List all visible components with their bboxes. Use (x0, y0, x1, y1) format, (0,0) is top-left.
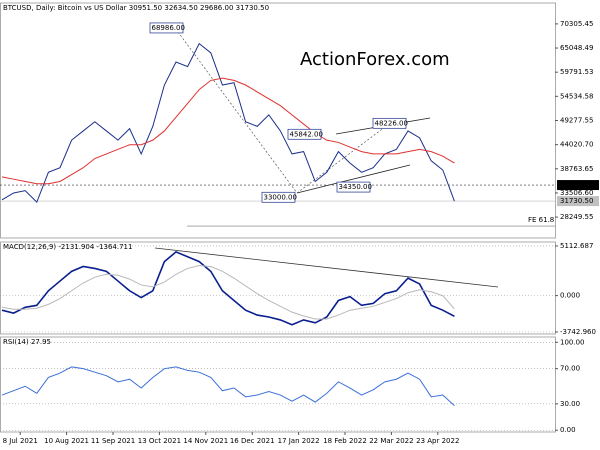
annotation-box (261, 191, 296, 203)
annotation-box (287, 128, 322, 140)
y-tick-label: 59791.53 (560, 68, 593, 76)
y-tick-label: 70.00 (560, 365, 580, 373)
panel-border (0, 336, 556, 433)
y-tick-label: 30.00 (560, 400, 580, 408)
x-tick-label: 13 Oct 2021 (138, 437, 181, 445)
annotation-label: 34350.00 (339, 183, 372, 191)
fib-line (177, 31, 298, 194)
fib-line (296, 123, 390, 194)
last-price-box (557, 196, 599, 207)
fe-label: FE 61.8 (528, 216, 554, 224)
x-tick-label: 18 Feb 2022 (323, 437, 367, 445)
y-tick-label: 100.00 (560, 338, 585, 346)
annotation-box (372, 117, 407, 129)
y-tick-label: 44020.70 (560, 141, 593, 149)
panel-title: RSI(14) 27.95 (3, 338, 51, 346)
level-box (557, 180, 599, 191)
y-tick-label: 54534.58 (560, 92, 593, 100)
y-tick-label: 28249.55 (560, 213, 593, 221)
x-tick-label: 10 Aug 2021 (44, 437, 89, 445)
channel-line (296, 164, 411, 194)
x-tick-label: 22 Mar 2022 (369, 437, 413, 445)
y-tick-label: 70305.45 (560, 20, 593, 28)
macd-trend-line (154, 247, 499, 288)
x-tick-label: 17 Jan 2022 (278, 437, 320, 445)
panel-title: MACD(12,26,9) -2131.904 -1364.711 (3, 243, 132, 251)
level-label: 35224.00 (560, 181, 593, 189)
y-tick-label: 33506.60 (560, 189, 593, 197)
series-line (1, 77, 455, 185)
annotation-label: 48226.00 (375, 119, 408, 127)
y-tick-label: 49277.55 (560, 116, 593, 124)
annotation-label: 68986.00 (152, 24, 185, 32)
y-tick-label: 38763.65 (560, 165, 593, 173)
series-line (1, 366, 455, 407)
panel-border (0, 241, 556, 335)
y-tick-label: 65048.49 (560, 44, 593, 52)
y-tick-label: 0.000 (560, 292, 580, 300)
panel-title: BTCUSD, Daily: Bitcoin vs US Dollar 3095… (3, 4, 269, 12)
x-tick-label: 23 Apr 2022 (416, 437, 459, 445)
x-tick-label: 11 Sep 2021 (91, 437, 135, 445)
y-tick-label: 0.00 (560, 426, 576, 434)
x-tick-label: 8 Jul 2021 (3, 437, 38, 445)
annotation-label: 33000.00 (264, 193, 297, 201)
annotation-label: 45842.00 (290, 130, 323, 138)
series-line (1, 250, 455, 326)
y-tick-label: 5112.687 (560, 242, 593, 250)
x-tick-label: 16 Dec 2021 (230, 437, 275, 445)
series-line (1, 265, 455, 320)
x-tick-label: 14 Nov 2021 (183, 437, 228, 445)
series-line (1, 42, 455, 204)
annotation-box (149, 22, 184, 34)
y-tick-label: -3742.960 (560, 328, 596, 336)
last-price-label: 31730.50 (560, 197, 593, 205)
watermark: ActionForex.com (300, 49, 450, 70)
annotation-box (336, 181, 371, 193)
